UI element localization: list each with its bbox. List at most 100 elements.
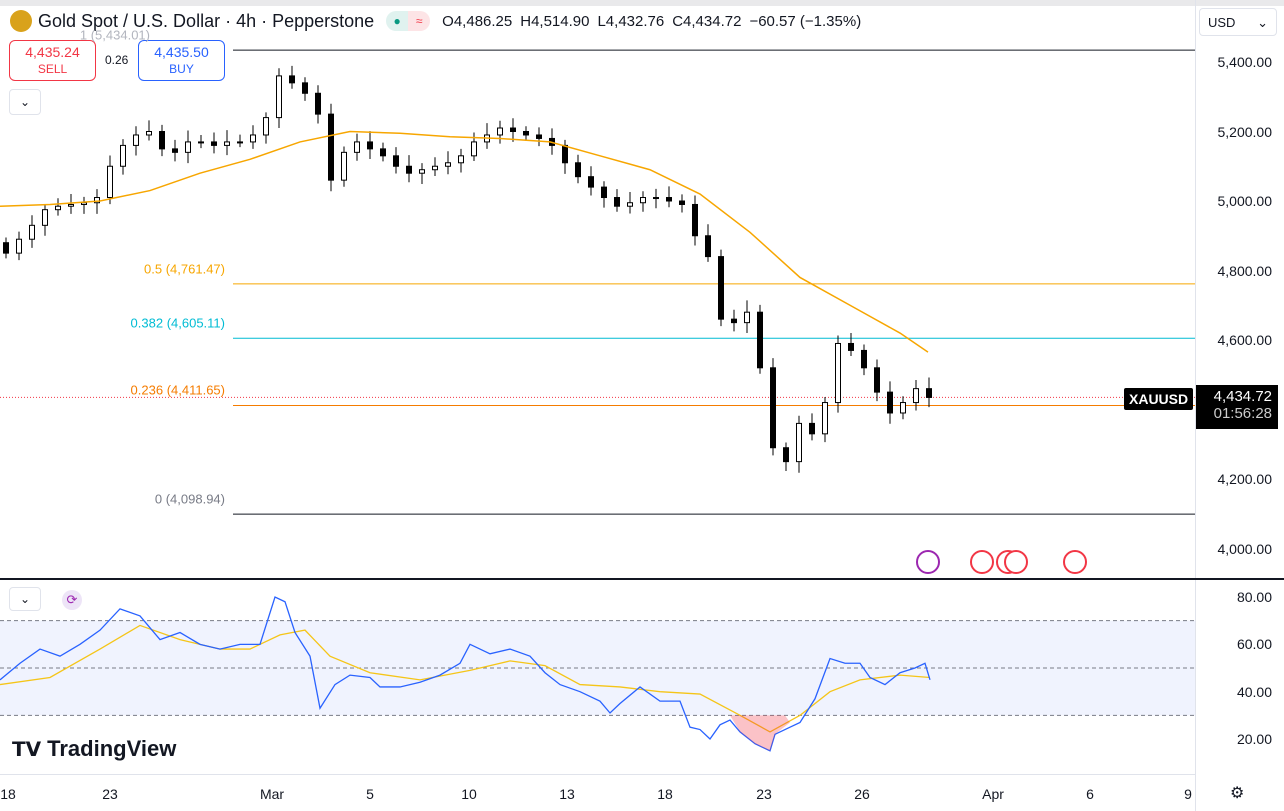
price-tick: 4,200.00	[1217, 471, 1273, 487]
currency-select[interactable]: USD ⌄	[1199, 8, 1277, 36]
candle-up	[263, 117, 269, 136]
candle-down	[588, 176, 594, 188]
market-open-icon: ●	[386, 11, 409, 31]
candle-up	[237, 141, 243, 144]
ohlc-open: O4,486.25	[442, 12, 513, 30]
time-tick: 10	[461, 786, 477, 802]
time-tick: 9	[1184, 786, 1192, 802]
delayed-data-icon: ≈	[408, 11, 431, 31]
symbol-title[interactable]: Gold Spot / U.S. Dollar · 4h · Peppersto…	[38, 10, 375, 31]
rsi-ma-line	[0, 624, 931, 733]
rsi-collapse-button[interactable]: ⌄	[9, 587, 41, 611]
candle-up	[744, 311, 750, 324]
candle-down	[861, 349, 867, 369]
candle-down	[289, 75, 295, 84]
last-price: 4,434.72	[1213, 388, 1272, 405]
ohlc-change: −60.57 (−1.35%)	[749, 12, 862, 30]
price-tick: 5,400.00	[1217, 54, 1273, 70]
settings-icon[interactable]: ⚙	[1230, 785, 1245, 802]
rsi-tick: 80.00	[1236, 589, 1272, 605]
candle-down	[367, 141, 373, 150]
gold-symbol-icon	[10, 10, 32, 32]
time-tick: 23	[756, 786, 772, 802]
candle-up	[146, 131, 152, 136]
pane-separator[interactable]	[0, 578, 1284, 580]
candle-up	[653, 197, 659, 200]
candle-down	[614, 197, 620, 207]
top-strip	[0, 0, 1284, 6]
candle-down	[926, 388, 932, 398]
candle-up	[55, 205, 61, 211]
candle-up	[276, 75, 282, 119]
moving-average-line	[0, 130, 929, 353]
candle-down	[562, 144, 568, 164]
time-tick: Apr	[982, 786, 1004, 802]
fib-level-label: 0 (4,098.94)	[154, 491, 225, 507]
candle-down	[575, 162, 581, 178]
time-tick: 6	[1086, 786, 1094, 802]
candle-down	[172, 148, 178, 153]
candle-up	[471, 141, 477, 157]
price-axis-border	[1195, 0, 1196, 811]
sell-button[interactable]: 4,435.24 SELL	[9, 40, 96, 81]
sell-price: 4,435.24	[25, 44, 80, 60]
candle-down	[159, 131, 165, 150]
candle-up	[94, 197, 100, 204]
collapse-legend-button[interactable]: ⌄	[9, 89, 41, 115]
candle-up	[16, 238, 22, 254]
candle-down	[848, 342, 854, 351]
candle-down	[328, 113, 334, 181]
candle-down	[302, 82, 308, 94]
candle-down	[510, 127, 516, 132]
candle-down	[874, 367, 880, 393]
event-icon	[916, 550, 940, 574]
candle-up	[250, 134, 256, 143]
rsi-oversold-fill	[730, 715, 790, 751]
refresh-icon[interactable]: ⟳	[62, 590, 82, 610]
time-tick: 13	[559, 786, 575, 802]
candle-down	[809, 422, 815, 435]
candle-up	[133, 134, 139, 146]
candle-up	[224, 141, 230, 146]
time-tick: 26	[854, 786, 870, 802]
candle-down	[523, 131, 529, 136]
time-tick: 18	[0, 786, 16, 802]
candle-up	[42, 209, 48, 226]
price-tick: 5,000.00	[1217, 193, 1273, 209]
time-tick: 18	[657, 786, 673, 802]
brand-name: TradingView	[47, 736, 177, 761]
fib-level-label: 0.382 (4,605.11)	[130, 315, 225, 331]
ohlc-high: H4,514.90	[520, 12, 590, 30]
candle-down	[536, 134, 542, 139]
buy-price: 4,435.50	[154, 44, 209, 60]
candle-up	[458, 155, 464, 164]
candle-up	[432, 165, 438, 171]
candle-up	[822, 402, 828, 435]
chevron-down-icon: ⌄	[1257, 15, 1268, 30]
candle-up	[900, 402, 906, 414]
candle-down	[315, 92, 321, 115]
candle-down	[731, 318, 737, 324]
candle-down	[406, 165, 412, 174]
fib-level-label: 1 (5,434.01)	[79, 27, 150, 43]
us-flag-icon	[1004, 550, 1028, 574]
candle-down	[3, 242, 9, 254]
buy-button[interactable]: 4,435.50 BUY	[138, 40, 225, 81]
candle-down	[692, 203, 698, 237]
price-chart[interactable]	[0, 0, 1195, 811]
candle-up	[341, 151, 347, 181]
candle-up	[354, 141, 360, 153]
us-flag-icon	[970, 550, 994, 574]
buy-label: BUY	[169, 62, 194, 76]
candle-up	[640, 197, 646, 204]
bar-countdown: 01:56:28	[1213, 405, 1272, 422]
last-price-label: 4,434.72 01:56:28	[1196, 385, 1278, 429]
market-status[interactable]: ● ≈	[386, 11, 431, 31]
candle-down	[705, 235, 711, 258]
tradingview-logo[interactable]: 𝗧𝗩 TradingView	[12, 736, 176, 762]
sell-label: SELL	[37, 62, 68, 76]
price-tick: 4,600.00	[1217, 332, 1273, 348]
candle-down	[718, 256, 724, 320]
time-tick: 23	[102, 786, 118, 802]
candle-up	[185, 141, 191, 153]
